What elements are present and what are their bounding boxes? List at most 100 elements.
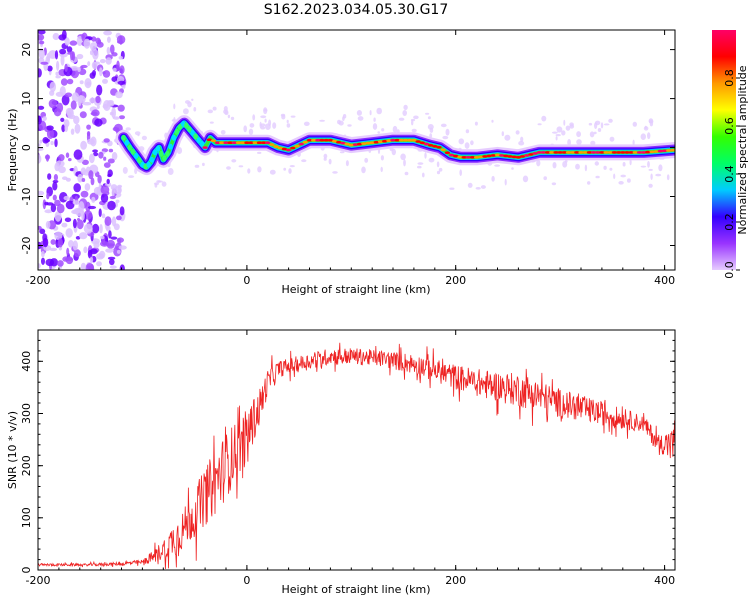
noise-blob [107, 36, 111, 43]
scatter-blob [212, 106, 217, 111]
ridge-core [528, 153, 534, 156]
scatter-blob [475, 187, 481, 190]
ridge-core [490, 154, 496, 157]
noise-blob [72, 218, 77, 229]
noise-blob [121, 84, 126, 89]
scatter-blob [640, 165, 647, 168]
x-tick-label: 400 [654, 274, 675, 287]
noise-blob [99, 224, 103, 234]
scatter-blob [504, 134, 511, 141]
noise-blob [58, 166, 66, 174]
noise-blob [92, 223, 100, 234]
noise-blob [55, 71, 59, 76]
scatter-blob [465, 129, 470, 134]
scatter-blob [290, 115, 296, 118]
colorbar-tick-label: 0.2 [723, 213, 736, 231]
ridge-core [662, 149, 668, 153]
noise-blob [103, 162, 111, 168]
scatter-blob [280, 113, 286, 117]
scatter-blob [575, 163, 580, 170]
ridge-core [499, 154, 505, 157]
colorbar-gradient [712, 30, 736, 270]
ridge-core [620, 151, 626, 154]
ridge-core [423, 142, 430, 146]
noise-blob [103, 30, 112, 36]
ridge-core [616, 151, 622, 154]
scatter-blob [556, 126, 563, 133]
noise-blob [108, 230, 112, 239]
noise-blob [66, 78, 74, 85]
noise-blob [79, 232, 88, 240]
noise-blob [81, 159, 89, 165]
scatter-blob [555, 136, 558, 141]
noise-blob [38, 34, 45, 41]
ridge-core [507, 155, 513, 158]
noise-blob [47, 173, 52, 180]
noise-blob [55, 160, 65, 168]
scatter-blob [339, 151, 345, 154]
ridge-core [206, 138, 212, 141]
noise-blob [38, 154, 42, 164]
noise-blob [101, 213, 106, 219]
ridge-spot [177, 124, 183, 130]
noise-blob [107, 173, 112, 178]
ridge-spot [174, 128, 180, 135]
ridge-core [382, 139, 388, 143]
ridge-core [290, 146, 296, 150]
ridge-core [332, 139, 338, 143]
noise-blob [50, 140, 54, 146]
ridge-spot [155, 145, 161, 152]
ridge-core [252, 141, 258, 144]
noise-blob [76, 219, 84, 230]
scatter-blob [337, 119, 341, 125]
spectrogram-ticks: -200 0 200 400 -20 -10 0 10 20 [20, 30, 675, 287]
ridge-spot [130, 148, 136, 155]
scatter-blob [648, 168, 653, 171]
noise-blob [102, 104, 109, 109]
scatter-blob [403, 159, 406, 167]
ridge-core [624, 151, 630, 154]
ridge-spot [196, 137, 201, 144]
scatter-blob [613, 173, 616, 180]
noise-blob [57, 238, 63, 248]
ridge-core [636, 151, 643, 154]
scatter-blob [458, 138, 465, 145]
ridge-core [574, 151, 580, 154]
noise-blob [89, 264, 95, 270]
ridge-spot [127, 144, 133, 151]
ridge-core [457, 155, 463, 159]
scatter-blob [328, 158, 332, 165]
noise-blob [108, 148, 114, 153]
noise-blob [102, 78, 108, 84]
scatter-blob [504, 178, 507, 186]
noise-blob [89, 97, 96, 103]
ridge-spot [134, 152, 139, 159]
ridge-core [570, 151, 576, 154]
noise-blob [117, 104, 125, 112]
noise-blob [100, 185, 110, 195]
scatter-blob [272, 122, 277, 129]
scatter-blob [600, 122, 604, 129]
ridge-core [670, 148, 675, 152]
noise-blob [107, 158, 115, 164]
noise-blob [73, 149, 83, 160]
scatter-blob [609, 136, 615, 142]
scatter-blob [220, 130, 226, 135]
noise-blob [96, 105, 100, 109]
scatter-blob [576, 131, 581, 138]
scatter-blob [520, 136, 524, 142]
scatter-blob [404, 171, 409, 176]
snr-frame [37, 329, 676, 571]
scatter-blob [265, 123, 271, 130]
noise-blob [73, 183, 81, 193]
ridge-core [478, 155, 484, 159]
noise-blob [99, 59, 106, 64]
noise-blob [39, 40, 45, 45]
scatter-blob [541, 115, 547, 122]
scatter-blob [226, 166, 231, 170]
scatter-blob [584, 164, 588, 172]
noise-blob [50, 203, 57, 213]
ridge-core [235, 141, 242, 144]
noise-blob [110, 236, 118, 240]
